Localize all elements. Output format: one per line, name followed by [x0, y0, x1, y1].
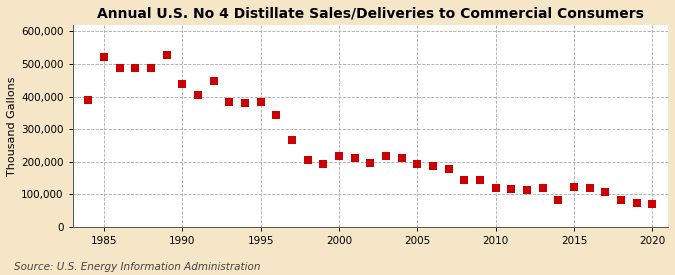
Point [318, 162, 329, 166]
Point [537, 185, 548, 190]
Point [616, 198, 626, 202]
Point [255, 100, 266, 105]
Point [130, 66, 140, 70]
Point [631, 200, 642, 205]
Point [568, 185, 579, 189]
Point [240, 101, 250, 105]
Point [585, 185, 595, 190]
Point [428, 164, 439, 168]
Title: Annual U.S. No 4 Distillate Sales/Deliveries to Commercial Consumers: Annual U.S. No 4 Distillate Sales/Delive… [97, 7, 644, 21]
Point [114, 66, 125, 70]
Point [161, 53, 172, 57]
Point [647, 202, 657, 206]
Text: Source: U.S. Energy Information Administration: Source: U.S. Energy Information Administ… [14, 262, 260, 272]
Point [459, 178, 470, 182]
Point [177, 82, 188, 86]
Point [412, 162, 423, 166]
Point [192, 93, 203, 97]
Point [600, 190, 611, 194]
Point [302, 157, 313, 162]
Point [522, 187, 533, 192]
Point [333, 154, 344, 158]
Point [475, 178, 485, 183]
Point [224, 100, 235, 104]
Point [271, 112, 281, 117]
Y-axis label: Thousand Gallons: Thousand Gallons [7, 76, 17, 176]
Point [365, 161, 376, 165]
Point [349, 155, 360, 160]
Point [443, 167, 454, 172]
Point [396, 155, 407, 160]
Point [287, 138, 298, 142]
Point [99, 54, 109, 59]
Point [146, 66, 157, 70]
Point [83, 98, 94, 102]
Point [490, 185, 501, 190]
Point [381, 154, 392, 158]
Point [209, 79, 219, 84]
Point [506, 187, 517, 191]
Point [553, 197, 564, 202]
